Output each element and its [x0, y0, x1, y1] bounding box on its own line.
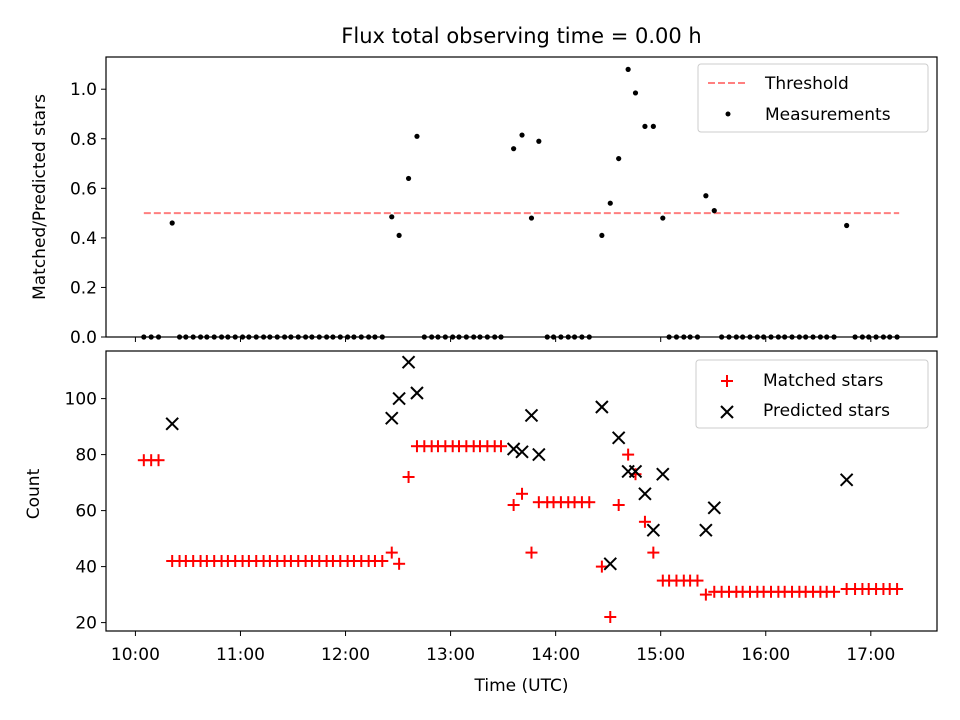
predicted-point	[707, 501, 721, 515]
measurement-point	[711, 208, 717, 214]
bottom-xtick-label: 10:00	[111, 645, 160, 665]
x-axis-label: Time (UTC)	[474, 676, 569, 696]
bottom-panel: 20 40 60 80 100 10:00 11:00 12:00 13:00 14:00 15:0…	[24, 350, 938, 696]
legend-predicted-swatch	[720, 405, 734, 419]
predicted-point	[656, 467, 670, 481]
matched-point	[699, 588, 712, 601]
bottom-ytick-label: 100	[65, 390, 97, 410]
measurement-point	[528, 215, 535, 221]
bottom-xtick-label: 16:00	[741, 645, 790, 665]
matched-point	[583, 496, 596, 509]
measurement-point	[536, 138, 542, 144]
top-ytick-label: 0.0	[70, 328, 97, 348]
matched-point	[516, 487, 529, 500]
matched-point	[495, 440, 508, 453]
top-axes-frame	[105, 56, 938, 338]
top-ytick-label: 0.8	[70, 130, 97, 150]
bottom-ytick-label: 60	[75, 502, 97, 522]
top-panel: 0.0 0.2 0.4 0.6 0.8 1.0 Matched/Predicted sta…	[30, 56, 938, 348]
matched-point	[891, 583, 904, 595]
top-legend: Threshold Measurements	[697, 63, 929, 133]
matched-point	[385, 546, 398, 559]
predicted-point	[392, 391, 406, 406]
predicted-point	[532, 447, 546, 462]
bottom-xtick-label: 11:00	[216, 645, 265, 665]
measurement-point	[625, 66, 631, 72]
predicted-point	[165, 417, 179, 431]
predicted-point	[401, 355, 416, 369]
matched-point	[525, 546, 538, 559]
predicted-point	[611, 431, 626, 445]
bottom-axes-frame	[105, 350, 938, 632]
measurement-point	[642, 123, 648, 129]
matched-point	[507, 499, 520, 511]
bottom-xtick-label: 12:00	[321, 645, 370, 665]
matched-point	[604, 611, 617, 623]
bottom-xtick-label: 13:00	[426, 645, 475, 665]
bottom-ytick-label: 20	[75, 614, 97, 634]
predicted-point	[646, 523, 661, 537]
legend-matched-label: Matched stars	[763, 371, 883, 391]
measurement-point	[616, 155, 622, 162]
predicted-point	[603, 557, 617, 571]
bottom-xtick-label: 14:00	[531, 645, 580, 665]
predicted-point	[699, 523, 713, 537]
matched-point	[638, 515, 651, 528]
measurement-point	[660, 215, 666, 221]
matched-point	[393, 557, 406, 570]
legend-threshold-label: Threshold	[764, 74, 849, 94]
measurement-point	[511, 146, 517, 152]
matched-point	[691, 574, 704, 587]
predicted-point	[506, 442, 521, 456]
matched-point	[402, 471, 415, 483]
top-ytick-label: 0.2	[70, 278, 97, 298]
matched-point	[622, 448, 635, 461]
matched-point	[612, 499, 625, 511]
top-legend-frame	[697, 63, 929, 133]
measurement-point	[607, 200, 613, 206]
bottom-ytick-label: 80	[75, 446, 97, 466]
top-ytick-label: 0.4	[70, 229, 97, 249]
predicted-point	[410, 386, 424, 400]
top-ytick-label: 0.6	[70, 179, 97, 199]
matched-point	[595, 560, 608, 573]
matched-point	[376, 555, 389, 567]
legend-measurements-swatch	[725, 111, 731, 117]
chart-title: Flux total observing time = 0.00 h	[341, 24, 701, 48]
matched-point	[152, 454, 165, 467]
bottom-legend: Matched stars Predicted stars	[695, 359, 929, 429]
measurement-point	[703, 193, 709, 199]
predicted-point	[628, 464, 643, 479]
legend-measurements-label: Measurements	[765, 105, 891, 125]
legend-predicted-label: Predicted stars	[763, 401, 890, 421]
bottom-ylabel: Count	[24, 468, 44, 519]
predicted-point	[515, 445, 529, 459]
measurement-point	[169, 220, 175, 226]
measurement-point	[599, 232, 605, 239]
measurement-point	[650, 123, 656, 129]
bottom-xtick-label: 17:00	[846, 645, 895, 665]
predicted-point	[524, 408, 539, 423]
measurement-point	[844, 222, 850, 229]
bottom-legend-frame	[695, 359, 929, 429]
matched-point	[647, 546, 660, 559]
measurement-point	[414, 133, 420, 139]
predicted-point	[595, 400, 609, 414]
measurement-point	[396, 232, 402, 239]
top-ytick-label: 1.0	[70, 80, 97, 100]
measurement-point	[519, 132, 525, 138]
measurement-point	[632, 90, 639, 96]
top-ylabel: Matched/Predicted stars	[30, 94, 50, 300]
predicted-point	[839, 473, 854, 487]
legend-matched-swatch	[721, 375, 733, 387]
predicted-point	[385, 411, 399, 425]
measurement-point	[389, 214, 395, 220]
bottom-xtick-label: 15:00	[636, 645, 685, 665]
bottom-ytick-label: 40	[75, 558, 97, 578]
matched-point	[828, 585, 841, 598]
predicted-point	[638, 487, 652, 501]
measurement-point	[405, 175, 412, 182]
